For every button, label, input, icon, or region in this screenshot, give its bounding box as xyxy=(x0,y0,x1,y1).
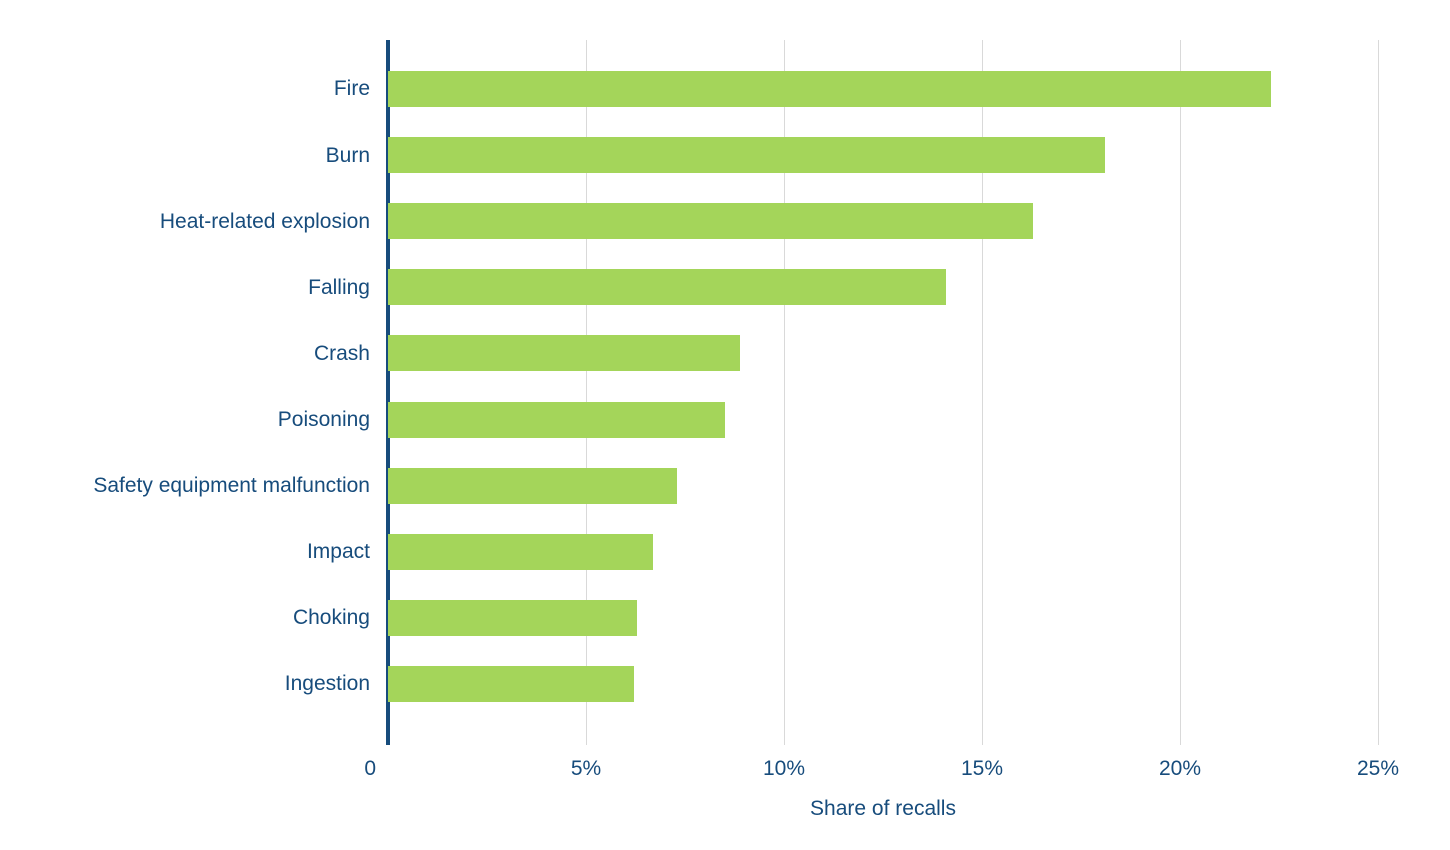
plot-area: Fire Burn Heat-related explosion Falling Cra… xyxy=(30,40,1379,745)
x-tick: 0 xyxy=(364,757,376,780)
bar-heat-related-explosion xyxy=(388,203,1034,240)
bar-track xyxy=(388,401,1378,438)
gridline xyxy=(1180,40,1181,745)
bar-row: Impact xyxy=(30,519,1378,585)
category-label: Impact xyxy=(306,540,370,564)
x-axis-ticks: 0 5% 10% 15% 20% 25% xyxy=(364,745,1399,791)
x-axis-title: Share of recalls xyxy=(810,797,956,820)
category-label: Poisoning xyxy=(277,407,370,431)
category-label: Ingestion xyxy=(284,672,370,696)
bar-ingestion xyxy=(388,665,634,702)
bar-track xyxy=(388,533,1378,570)
gridline xyxy=(982,40,983,745)
bar-track xyxy=(388,137,1378,174)
gridline xyxy=(784,40,785,745)
category-label: Choking xyxy=(292,606,370,630)
y-axis-line xyxy=(386,40,390,745)
bar-poisoning xyxy=(388,401,725,438)
category-label: Crash xyxy=(313,341,370,365)
x-tick: 5% xyxy=(570,757,602,780)
bar-track xyxy=(388,665,1378,702)
bar-falling xyxy=(388,269,947,306)
bar-safety-equipment-malfunction xyxy=(388,467,678,504)
bar-row: Ingestion xyxy=(30,651,1378,717)
bar-row: Fire xyxy=(30,56,1378,122)
bar-row: Burn xyxy=(30,122,1378,188)
x-tick: 15% xyxy=(960,757,1004,780)
bar-crash xyxy=(388,335,741,372)
bar-track xyxy=(388,269,1378,306)
bar-track xyxy=(388,599,1378,636)
category-label: Fire xyxy=(333,77,370,101)
x-tick: 25% xyxy=(1356,757,1400,780)
category-label: Burn xyxy=(325,143,370,167)
bar-row: Poisoning xyxy=(30,386,1378,452)
x-tick: 20% xyxy=(1158,757,1202,780)
category-label: Safety equipment malfunction xyxy=(93,474,370,498)
bar-choking xyxy=(388,599,638,636)
bar-track xyxy=(388,335,1378,372)
bar-track xyxy=(388,467,1378,504)
gridline xyxy=(586,40,587,745)
bar-row: Choking xyxy=(30,585,1378,651)
gridline xyxy=(1378,40,1379,745)
bar-track xyxy=(388,203,1378,240)
x-tick: 10% xyxy=(762,757,806,780)
bar-track xyxy=(388,71,1378,108)
category-label: Falling xyxy=(308,275,370,299)
bar-row: Heat-related explosion xyxy=(30,188,1378,254)
bar-burn xyxy=(388,137,1105,174)
category-label: Heat-related explosion xyxy=(159,209,370,233)
bar-fire xyxy=(388,71,1272,108)
gridlines xyxy=(388,40,1379,745)
bar-row: Crash xyxy=(30,320,1378,386)
bar-row: Falling xyxy=(30,254,1378,320)
bar-row: Safety equipment malfunction xyxy=(30,453,1378,519)
bar-rows: Fire Burn Heat-related explosion Falling Cra… xyxy=(30,40,1378,745)
bar-impact xyxy=(388,533,654,570)
